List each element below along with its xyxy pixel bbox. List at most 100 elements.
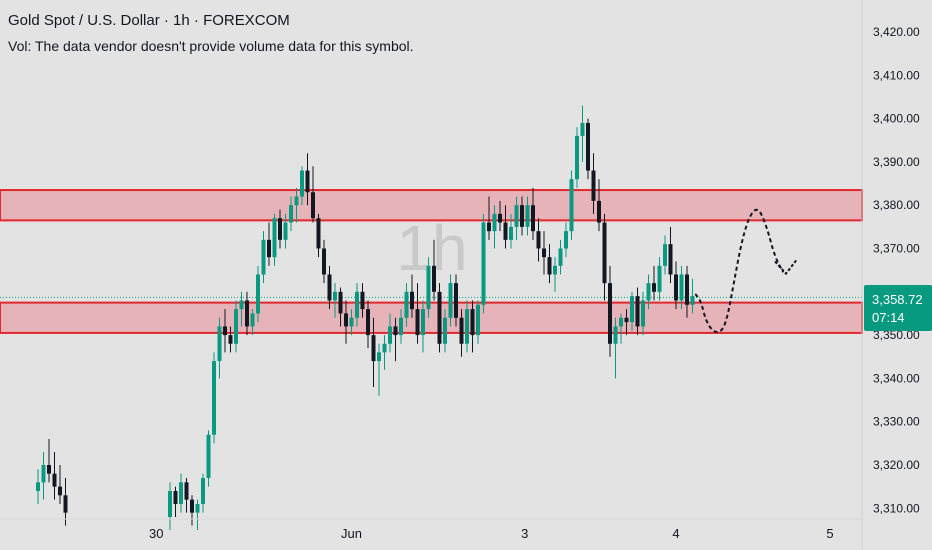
candle-body — [685, 274, 689, 305]
time-axis[interactable]: 30Jun34568 — [149, 526, 932, 541]
price-zone[interactable] — [0, 189, 863, 222]
price-tag-background — [864, 285, 932, 331]
candle-body — [190, 499, 194, 513]
price-tick-label: 3,400.00 — [873, 112, 920, 126]
candle-body — [36, 482, 40, 491]
candle-body — [58, 486, 62, 496]
candle-body — [399, 317, 403, 336]
candle-body — [498, 213, 502, 223]
candle-body — [679, 274, 684, 301]
candle-body — [619, 317, 623, 327]
price-tick-label: 3,390.00 — [873, 155, 920, 169]
candle-body — [206, 434, 211, 478]
candle-body — [503, 222, 508, 240]
candle-body — [289, 205, 293, 223]
forecast-drawing[interactable] — [694, 208, 798, 334]
candle-body — [179, 482, 183, 504]
time-tick-label: 4 — [672, 526, 679, 541]
candle-body — [245, 300, 249, 327]
candle-body — [360, 291, 365, 310]
candle-body — [657, 265, 662, 292]
candle-body — [674, 274, 678, 301]
candle-body — [261, 239, 266, 275]
price-tick-label: 3,340.00 — [873, 371, 920, 385]
candle-body — [173, 490, 178, 504]
candle-body — [597, 200, 601, 223]
symbol-title[interactable]: Gold Spot / U.S. Dollar · 1h · FOREXCOM — [8, 12, 290, 29]
candle-body — [278, 218, 282, 240]
candle-body — [404, 291, 409, 318]
candle-body — [613, 326, 618, 344]
candle-body — [454, 283, 458, 318]
candle-body — [602, 222, 607, 284]
candle-body — [393, 326, 398, 336]
candle-body — [223, 326, 227, 336]
price-zone[interactable] — [0, 301, 863, 334]
candle-body — [531, 205, 535, 232]
candle-body — [250, 313, 255, 327]
candle-body — [448, 283, 453, 318]
candle-body — [283, 222, 288, 240]
price-tick-label: 3,420.00 — [873, 25, 920, 39]
candle-body — [668, 244, 673, 275]
price-tick-label: 3,380.00 — [873, 198, 920, 212]
time-tick-label: 5 — [826, 526, 833, 541]
price-tag-value: 3,358.72 — [872, 292, 923, 307]
candle-body — [652, 283, 656, 292]
candle-body — [492, 213, 497, 232]
candle-body — [476, 304, 480, 336]
candle-body — [690, 296, 695, 305]
candle-body — [311, 192, 315, 219]
candle-body — [344, 313, 348, 327]
candle-body — [547, 257, 552, 275]
candle-body — [234, 309, 238, 344]
candle-body — [564, 231, 568, 249]
candle-body — [426, 265, 431, 310]
candle-body — [305, 170, 310, 193]
candle-body — [338, 291, 343, 314]
candle-body — [388, 326, 392, 344]
candle-body — [294, 196, 299, 206]
candle-body — [635, 296, 640, 327]
candle-body — [487, 222, 491, 232]
candle-body — [536, 231, 541, 249]
candle-body — [184, 482, 189, 500]
candle-body — [201, 477, 205, 504]
candle-body — [542, 248, 546, 258]
candle-body — [470, 309, 475, 336]
candle-body — [327, 274, 332, 301]
candle-body — [272, 218, 277, 258]
price-tick-label: 3,350.00 — [873, 328, 920, 342]
price-tick-label: 3,370.00 — [873, 242, 920, 256]
price-tag-countdown: 07:14 — [872, 310, 905, 325]
candle-body — [410, 291, 414, 310]
candle-body — [195, 503, 200, 513]
candle-body — [575, 135, 579, 180]
candle-body — [608, 283, 612, 344]
candle-body — [558, 248, 563, 266]
candle-body — [630, 296, 634, 323]
current-price-tag: 3,358.72 07:14 — [864, 285, 932, 331]
candle-body — [591, 170, 596, 201]
candle-body — [514, 205, 519, 227]
candle-body — [300, 170, 304, 197]
candle-body — [432, 265, 436, 292]
support-resistance-zones[interactable] — [0, 189, 863, 334]
candle-body — [509, 226, 513, 240]
candle-body — [382, 343, 387, 353]
candle-body — [316, 218, 321, 249]
candle-body — [646, 283, 651, 301]
candle-body — [322, 248, 326, 275]
candle-body — [663, 244, 667, 266]
candle-body — [624, 317, 629, 323]
candle-body — [580, 122, 585, 136]
candle-body — [228, 335, 233, 344]
price-tick-label: 3,410.00 — [873, 68, 920, 82]
candle-body — [520, 205, 524, 227]
candle-body — [366, 309, 370, 336]
volume-note: Vol: The data vendor doesn't provide vol… — [8, 38, 414, 54]
candle-body — [217, 326, 222, 362]
candle-body — [52, 473, 57, 487]
candle-body — [641, 300, 645, 327]
